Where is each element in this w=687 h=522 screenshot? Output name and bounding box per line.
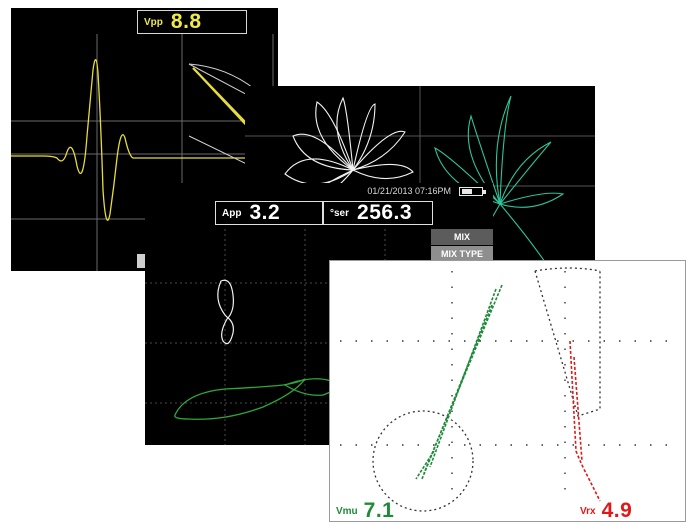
mix-menu: MIX MIX TYPE (431, 229, 493, 263)
green-signal-trace (415, 284, 503, 480)
vmu-label: Vmu (336, 505, 358, 517)
angle-readout: °ser 256.3 (323, 201, 433, 225)
vpp-label: Vpp (144, 16, 163, 28)
menu-item-mix[interactable]: MIX (431, 229, 493, 246)
battery-icon (459, 187, 486, 196)
phase-sector (534, 267, 601, 417)
white-mix-trace (217, 279, 234, 345)
yellow-waveform-trace (11, 59, 278, 221)
vpp-value: 8.8 (170, 10, 202, 33)
vrx-label: Vrx (580, 505, 596, 517)
plot-grid (340, 271, 680, 496)
datetime-status: 01/21/2013 07:16PM (367, 186, 451, 196)
angle-value: 256.3 (357, 201, 413, 224)
app-value: 3.2 (249, 201, 281, 224)
vrx-value: 4.9 (601, 499, 633, 522)
impedance-plot (340, 267, 680, 512)
green-mix-trace (174, 378, 336, 420)
instrument-screen-impedance: Vmu 7.1 Vrx 4.9 (329, 260, 686, 522)
app-label: App (222, 207, 242, 219)
vrx-readout: Vrx 4.9 (576, 499, 676, 522)
vpp-readout: Vpp 8.8 (137, 10, 247, 34)
red-signal-trace (569, 340, 601, 502)
vmu-readout: Vmu 7.1 (332, 499, 432, 522)
vmu-value: 7.1 (363, 499, 395, 522)
reference-circle (372, 410, 474, 512)
angle-label: °ser (330, 207, 350, 219)
app-readout: App 3.2 (215, 201, 323, 225)
screen-corner-button[interactable] (137, 254, 147, 268)
